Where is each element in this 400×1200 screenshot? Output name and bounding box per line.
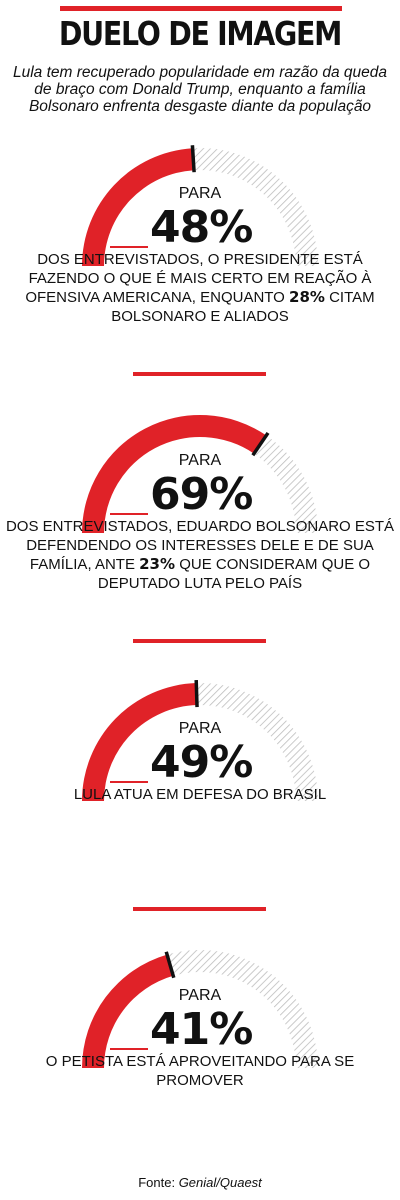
gauge-value-marker: [164, 951, 176, 979]
gauge-value-marker: [194, 680, 199, 708]
description-text: O PETISTA ESTÁ APROVEITANDO PARA SE PROM…: [45, 1053, 355, 1089]
gauge-description: DOS ENTREVISTADOS, O PRESIDENTE ESTÁ FAZ…: [0, 251, 400, 326]
gauge-remainder-arc: [192, 148, 318, 266]
gauge-panel-1: PARA 48% DOS ENTREVISTADOS, O PRESIDENTE E…: [0, 118, 400, 383]
description-text-after: CITAM BOLSONARO E ALIADOS: [111, 289, 375, 325]
gauge-chart: [82, 415, 318, 533]
section-separator: [133, 639, 266, 643]
description-text: LULA ATUA EM DEFESA DO BRASIL: [73, 786, 327, 803]
gauge-value-label: 49%: [150, 737, 253, 788]
gauge-value-label: 41%: [150, 1004, 253, 1055]
gauge-value-arc: [82, 954, 174, 1068]
gauge-chart: [82, 950, 318, 1068]
red-dash: [110, 513, 148, 515]
page-subtitle: Lula tem recuperado popularidade em razã…: [13, 64, 387, 115]
source-label: Fonte:: [138, 1175, 176, 1190]
page-title: DUELO DE IMAGEM: [58, 14, 343, 53]
para-label: PARA: [178, 452, 222, 469]
gauge-value-arc: [82, 415, 267, 533]
gauge-description: LULA ATUA EM DEFESA DO BRASIL: [0, 786, 400, 805]
description-text: DOS ENTREVISTADOS, EDUARDO BOLSONARO EST…: [5, 518, 395, 573]
red-dash: [110, 246, 148, 248]
para-label: PARA: [178, 185, 222, 202]
gauge-panel-3: PARA 49% LULA ATUA EM DEFESA DO BRASIL: [0, 653, 400, 918]
gauge-value-arc: [82, 683, 197, 801]
source-name: Genial/Quaest: [178, 1175, 262, 1190]
gauge-panel-4: PARA 41% O PETISTA ESTÁ APROVEITANDO PARA …: [0, 920, 400, 1185]
gauge-description: DOS ENTREVISTADOS, EDUARDO BOLSONARO EST…: [0, 518, 400, 593]
top-accent-bar: [60, 6, 342, 11]
description-highlight: 28%: [289, 288, 325, 306]
gauge-value-marker: [190, 145, 196, 173]
source-credit: Fonte: Genial/Quaest: [0, 1175, 400, 1190]
description-highlight: 23%: [139, 555, 176, 573]
section-separator: [133, 907, 266, 911]
gauge-remainder-arc: [196, 683, 318, 801]
gauge-value-marker: [251, 431, 270, 457]
gauge-value-arc: [82, 148, 194, 266]
description-text: DOS ENTREVISTADOS, O PRESIDENTE ESTÁ FAZ…: [25, 251, 372, 306]
description-text-after: QUE CONSIDERAM QUE O DEPUTADO LUTA PELO …: [97, 556, 371, 592]
para-label: PARA: [178, 987, 222, 1004]
section-separator: [133, 372, 266, 376]
red-dash: [110, 781, 148, 783]
gauge-chart: [82, 680, 318, 801]
gauge-remainder-arc: [167, 950, 318, 1068]
gauge-chart: [82, 145, 318, 266]
gauge-description: O PETISTA ESTÁ APROVEITANDO PARA SE PROM…: [0, 1053, 400, 1090]
gauge-value-label: 48%: [150, 202, 253, 253]
red-dash: [110, 1048, 148, 1050]
para-label: PARA: [178, 720, 222, 737]
gauge-remainder-arc: [253, 435, 318, 533]
gauge-panel-2: PARA 69% DOS ENTREVISTADOS, EDUARDO BOLSON…: [0, 385, 400, 650]
gauge-value-label: 69%: [150, 469, 253, 520]
